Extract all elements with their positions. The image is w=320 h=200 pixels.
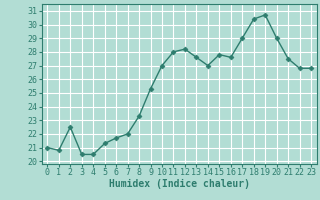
X-axis label: Humidex (Indice chaleur): Humidex (Indice chaleur) — [109, 179, 250, 189]
